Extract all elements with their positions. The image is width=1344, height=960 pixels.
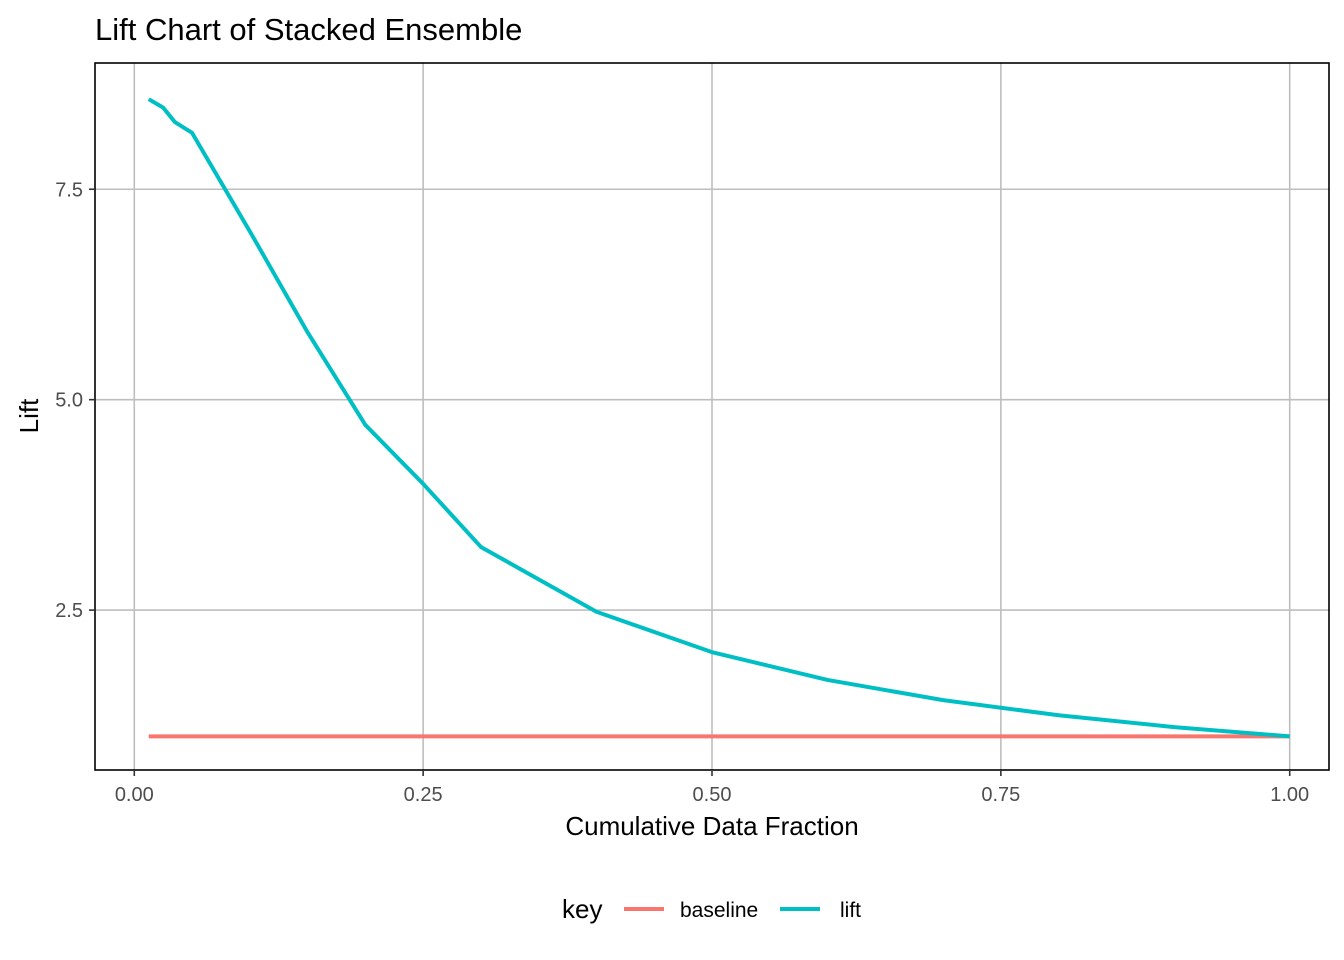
legend-title: key <box>562 894 602 924</box>
x-tick-label-3: 0.75 <box>981 784 1020 806</box>
x-tick-label-0: 0.00 <box>115 784 154 806</box>
grid-lines <box>95 63 1329 770</box>
y-tick-label-1: 5.0 <box>55 390 83 412</box>
x-tick-label-4: 1.00 <box>1270 784 1309 806</box>
legend-label-baseline: baseline <box>680 899 758 922</box>
x-tick-label-2: 0.50 <box>693 784 732 806</box>
series-lines <box>147 97 1290 739</box>
legend-label-lift: lift <box>840 899 861 922</box>
legend: key baseline lift <box>562 894 861 924</box>
y-tick-label-2: 7.5 <box>55 179 83 201</box>
y-tick-label-0: 2.5 <box>55 600 83 622</box>
series-line-lift <box>147 97 1290 739</box>
y-axis-ticks: 2.5 5.0 7.5 <box>55 179 95 622</box>
chart-title: Lift Chart of Stacked Ensemble <box>95 12 522 47</box>
x-axis-label: Cumulative Data Fraction <box>565 811 858 841</box>
x-tick-label-1: 0.25 <box>404 784 443 806</box>
y-axis-label: Lift <box>14 398 44 433</box>
x-axis-ticks: 0.00 0.25 0.50 0.75 1.00 <box>115 770 1309 806</box>
